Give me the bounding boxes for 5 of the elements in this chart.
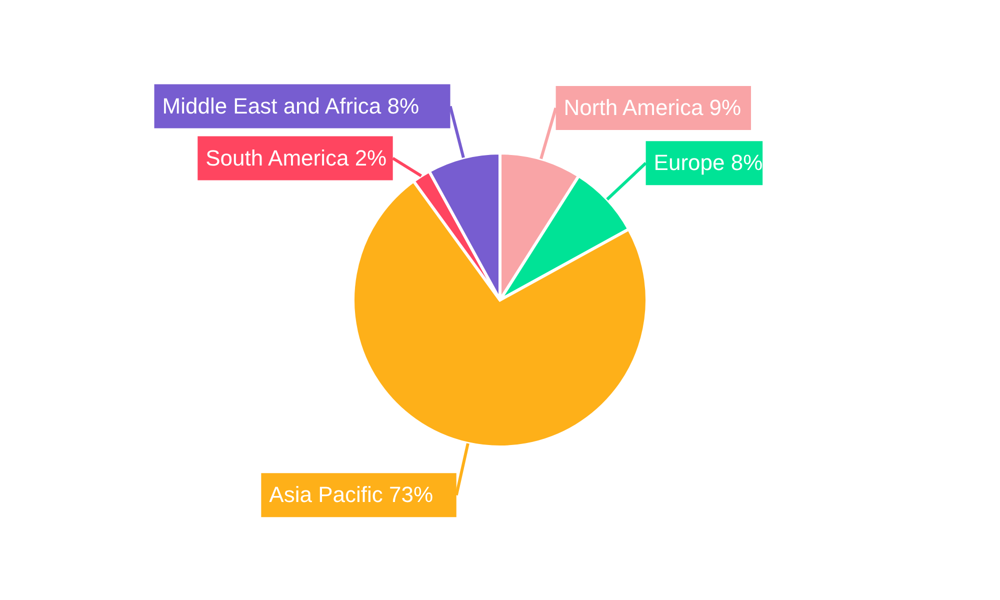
slice-label: Europe 8% [654, 150, 763, 176]
slice-label: Asia Pacific 73% [269, 482, 434, 508]
slice-label: Middle East and Africa 8% [162, 93, 420, 118]
slice-label: South America 2% [206, 145, 387, 170]
slice-label: North America 9% [564, 94, 742, 120]
